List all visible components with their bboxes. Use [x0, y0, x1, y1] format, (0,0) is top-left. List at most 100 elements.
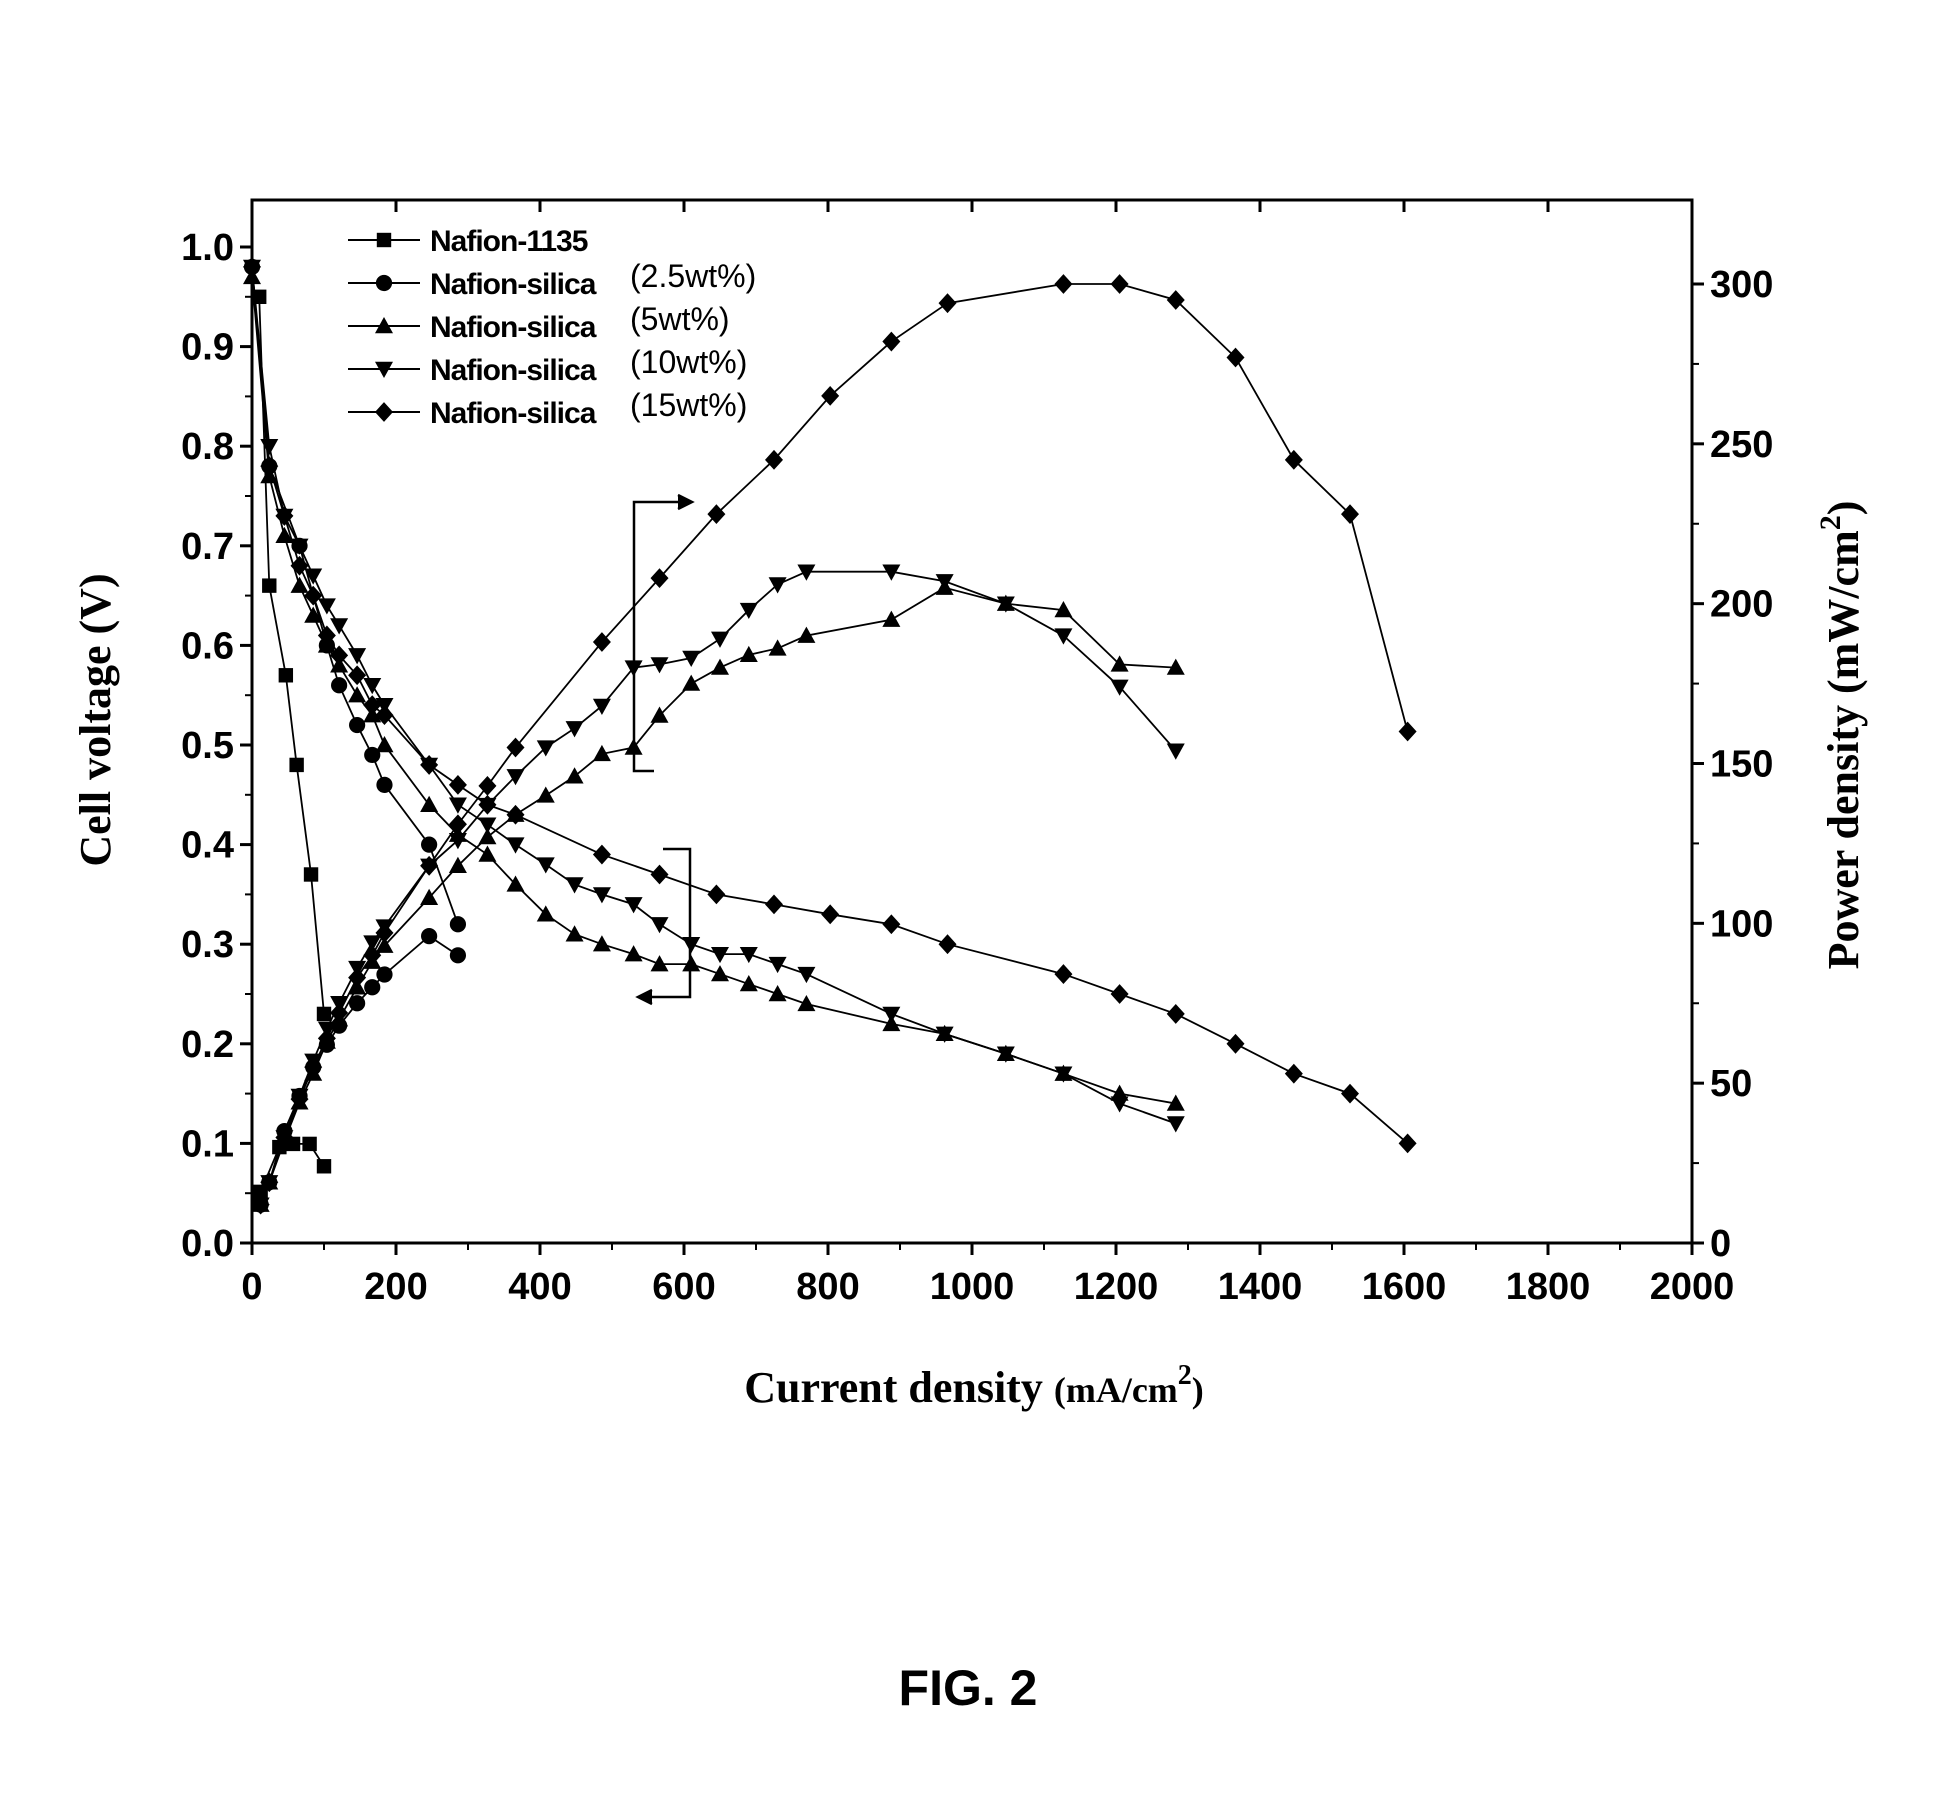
series-4 [243, 257, 1417, 1215]
y2-tick-label: 0 [1710, 1223, 1731, 1265]
voltage-line [259, 297, 324, 1014]
legend: Nafion-1135Nafion-silica(2.5wt%)Nafion-s… [348, 225, 756, 430]
power-point [936, 574, 954, 590]
voltage-point [769, 985, 787, 1001]
fuel-cell-polarization-chart: 02004006008001000120014001600180020000.0… [0, 0, 1938, 1801]
voltage-point [349, 717, 365, 733]
power-point [317, 1159, 331, 1173]
legend-marker [377, 233, 391, 247]
voltage-point [939, 934, 957, 954]
power-axis-indicator-arrow [634, 495, 692, 771]
x-tick-label: 0 [241, 1266, 262, 1308]
voltage-point [478, 846, 496, 862]
voltage-point [262, 578, 276, 592]
voltage-point [882, 1007, 900, 1023]
legend-label: Nafion-silica [430, 397, 597, 430]
y-tick-label: 0.0 [181, 1223, 234, 1265]
voltage-point [651, 917, 669, 933]
power-point [1167, 744, 1185, 760]
x-tick-label: 1000 [930, 1266, 1015, 1308]
legend-suffix: (10wt%) [630, 344, 747, 380]
legend-item: Nafion-1135 [348, 225, 588, 258]
y-tick-label: 0.4 [181, 825, 234, 867]
voltage-point [882, 914, 900, 934]
voltage-point [566, 925, 584, 941]
y-tick-label: 0.6 [181, 625, 234, 667]
voltage-point [318, 598, 336, 614]
legend-item: Nafion-silica(15wt%) [348, 387, 747, 430]
power-point [711, 659, 729, 675]
voltage-point [625, 897, 643, 913]
y2-tick-label: 50 [1710, 1063, 1752, 1105]
voltage-point [593, 935, 611, 951]
voltage-point [651, 865, 669, 885]
y2-tick-label: 200 [1710, 584, 1773, 626]
voltage-point [289, 758, 303, 772]
voltage-point [348, 648, 366, 664]
voltage-point [1227, 1034, 1245, 1054]
y2-tick-label: 150 [1710, 744, 1773, 786]
power-point [450, 947, 466, 963]
y2-tick-label: 300 [1710, 264, 1773, 306]
power-point [882, 611, 900, 627]
power-point [682, 675, 700, 691]
x-axis-label: Current density (mA/cm2) [744, 1360, 1204, 1412]
legend-marker [375, 402, 393, 422]
voltage-point [449, 775, 467, 795]
y-tick-label: 0.7 [181, 526, 234, 568]
voltage-point [537, 857, 555, 873]
y-tick-label: 0.9 [181, 327, 234, 369]
voltage-point [304, 867, 318, 881]
figure-caption: FIG. 2 [899, 1660, 1038, 1716]
power-point [769, 639, 787, 655]
voltage-point [279, 668, 293, 682]
x-tick-label: 1600 [1362, 1266, 1447, 1308]
x-tick-label: 600 [652, 1266, 715, 1308]
y-axis-label: Cell voltage (V) [71, 573, 120, 866]
voltage-point [593, 845, 611, 865]
voltage-point [1167, 1116, 1185, 1132]
legend-suffix: (2.5wt%) [630, 258, 756, 294]
voltage-point [449, 798, 467, 814]
power-point [1111, 274, 1129, 294]
y2-tick-label: 100 [1710, 903, 1773, 945]
legend-suffix: (5wt%) [630, 301, 730, 337]
voltage-point [317, 1007, 331, 1021]
y-tick-label: 0.2 [181, 1024, 234, 1066]
voltage-point [376, 777, 392, 793]
voltage-point [625, 945, 643, 961]
voltage-point [331, 677, 347, 693]
x-tick-label: 400 [508, 1266, 571, 1308]
power-point [566, 767, 584, 783]
voltage-line [252, 267, 458, 924]
legend-label: Nafion-silica [430, 354, 597, 387]
voltage-point [1054, 964, 1072, 984]
x-tick-label: 1200 [1074, 1266, 1159, 1308]
y-tick-label: 0.8 [181, 426, 234, 468]
voltage-point [1111, 1096, 1129, 1112]
power-point [364, 979, 380, 995]
voltage-point [1167, 1004, 1185, 1024]
voltage-point [797, 995, 815, 1011]
voltage-point [330, 618, 348, 634]
voltage-point [593, 887, 611, 903]
legend-label: Nafion-silica [430, 311, 597, 344]
voltage-point [421, 837, 437, 853]
voltage-point [765, 894, 783, 914]
power-point [593, 699, 611, 715]
x-tick-label: 1800 [1506, 1266, 1591, 1308]
legend-label: Nafion-silica [430, 268, 597, 301]
voltage-point [420, 796, 438, 812]
y2-axis-label: Power density (mW/cm2) [1814, 501, 1868, 970]
x-tick-label: 2000 [1650, 1266, 1735, 1308]
legend-marker [376, 275, 392, 291]
voltage-point [450, 916, 466, 932]
legend-item: Nafion-silica (2.5wt%) [348, 258, 756, 301]
x-tick-label: 800 [796, 1266, 859, 1308]
power-point [537, 786, 555, 802]
power-point [330, 1003, 348, 1023]
voltage-point [797, 967, 815, 983]
voltage-point [1111, 984, 1129, 1004]
power-point [1054, 274, 1072, 294]
power-point [421, 928, 437, 944]
